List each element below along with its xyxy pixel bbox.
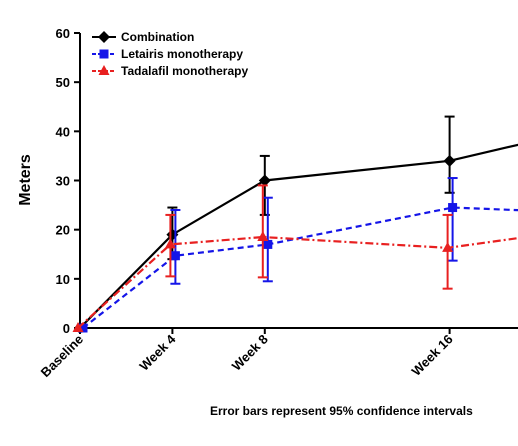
legend-marker: [98, 31, 110, 43]
data-point: [72, 322, 84, 332]
data-point: [442, 241, 454, 252]
data-point: [78, 323, 88, 333]
y-tick-label: 50: [56, 75, 70, 90]
x-tick-label: Baseline: [38, 332, 86, 380]
series-line: [77, 235, 518, 329]
data-point: [257, 231, 269, 242]
x-tick-label: Week 16: [408, 332, 455, 379]
y-axis-title: Meters: [17, 154, 34, 206]
chart-series-layer: [72, 115, 518, 334]
chart-legend: Combination Letairis monotherapy Tadalafil…: [92, 30, 248, 78]
x-tick-label: Week 8: [229, 332, 271, 374]
legend-label: Combination: [121, 30, 194, 44]
y-tick-label: 30: [56, 174, 70, 189]
data-point: [258, 174, 271, 187]
y-tick-label: 40: [56, 124, 70, 139]
y-tick-label: 60: [56, 26, 70, 41]
data-point: [164, 238, 176, 249]
legend-marker: [99, 49, 109, 59]
data-point: [443, 154, 456, 167]
data-point: [170, 251, 180, 261]
chart-footnote: Error bars represent 95% confidence inte…: [210, 404, 473, 418]
legend-marker: [98, 65, 110, 75]
data-point: [263, 239, 273, 249]
chart-axes: 0 10 20 30 40 50 60 Baseline Week 4 Week 8 Week 16…: [38, 26, 518, 380]
data-point: [448, 203, 458, 213]
legend-label: Letairis monotherapy: [121, 47, 243, 61]
legend-label: Tadalafil monotherapy: [121, 64, 248, 78]
y-tick-label: 20: [56, 223, 70, 238]
x-tick-label: Week 4: [136, 331, 179, 374]
y-tick-label: 10: [56, 272, 70, 287]
y-tick-label: 0: [63, 321, 70, 336]
